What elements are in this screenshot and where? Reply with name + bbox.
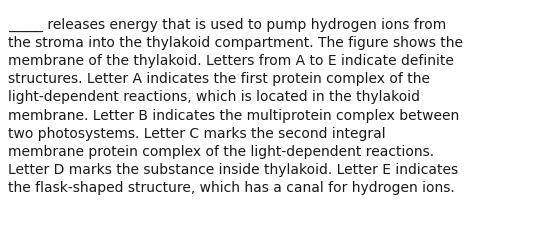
Text: _____ releases energy that is used to pump hydrogen ions from
the stroma into th: _____ releases energy that is used to pu… <box>8 18 463 194</box>
